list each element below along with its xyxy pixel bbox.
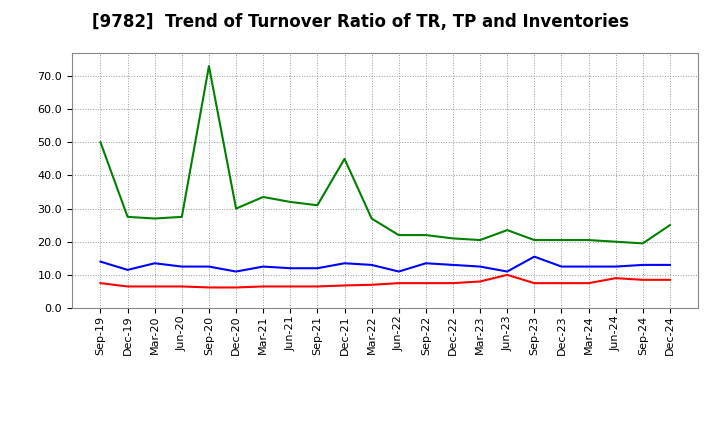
Inventories (341, 156, 349, 161)
Inventories (395, 232, 403, 238)
Trade Payables (341, 260, 349, 266)
Trade Receivables (421, 281, 430, 286)
Trade Receivables (395, 281, 403, 286)
Inventories (665, 223, 674, 228)
Trade Receivables (557, 281, 566, 286)
Inventories (639, 241, 647, 246)
Trade Receivables (611, 275, 620, 281)
Trade Receivables (665, 277, 674, 282)
Trade Receivables (96, 281, 105, 286)
Inventories (530, 238, 539, 243)
Inventories (259, 194, 268, 200)
Trade Receivables (476, 279, 485, 284)
Trade Payables (503, 269, 511, 274)
Inventories (503, 227, 511, 233)
Trade Payables (313, 266, 322, 271)
Inventories (611, 239, 620, 244)
Trade Payables (150, 260, 159, 266)
Trade Receivables (204, 285, 213, 290)
Inventories (150, 216, 159, 221)
Inventories (421, 232, 430, 238)
Trade Payables (123, 267, 132, 272)
Inventories (449, 236, 457, 241)
Trade Payables (557, 264, 566, 269)
Inventories (232, 206, 240, 211)
Trade Receivables (150, 284, 159, 289)
Trade Payables (259, 264, 268, 269)
Inventories (367, 216, 376, 221)
Trade Payables (584, 264, 593, 269)
Inventories (584, 238, 593, 243)
Inventories (476, 238, 485, 243)
Line: Trade Payables: Trade Payables (101, 257, 670, 271)
Trade Receivables (530, 281, 539, 286)
Trade Receivables (503, 272, 511, 278)
Trade Receivables (367, 282, 376, 287)
Trade Payables (530, 254, 539, 259)
Trade Payables (367, 262, 376, 268)
Trade Receivables (178, 284, 186, 289)
Trade Receivables (584, 281, 593, 286)
Inventories (313, 202, 322, 208)
Inventories (178, 214, 186, 220)
Inventories (96, 139, 105, 145)
Trade Receivables (449, 281, 457, 286)
Trade Payables (611, 264, 620, 269)
Trade Receivables (123, 284, 132, 289)
Text: [9782]  Trend of Turnover Ratio of TR, TP and Inventories: [9782] Trend of Turnover Ratio of TR, TP… (91, 13, 629, 31)
Trade Payables (639, 262, 647, 268)
Trade Receivables (341, 283, 349, 288)
Trade Payables (178, 264, 186, 269)
Trade Receivables (259, 284, 268, 289)
Inventories (123, 214, 132, 220)
Trade Payables (476, 264, 485, 269)
Line: Inventories: Inventories (101, 66, 670, 243)
Trade Payables (421, 260, 430, 266)
Trade Payables (204, 264, 213, 269)
Inventories (557, 238, 566, 243)
Inventories (286, 199, 294, 205)
Trade Payables (96, 259, 105, 264)
Trade Receivables (232, 285, 240, 290)
Inventories (204, 63, 213, 69)
Line: Trade Receivables: Trade Receivables (101, 275, 670, 287)
Trade Payables (286, 266, 294, 271)
Trade Payables (665, 262, 674, 268)
Trade Payables (449, 262, 457, 268)
Trade Receivables (313, 284, 322, 289)
Trade Receivables (639, 277, 647, 282)
Trade Payables (395, 269, 403, 274)
Trade Payables (232, 269, 240, 274)
Trade Receivables (286, 284, 294, 289)
